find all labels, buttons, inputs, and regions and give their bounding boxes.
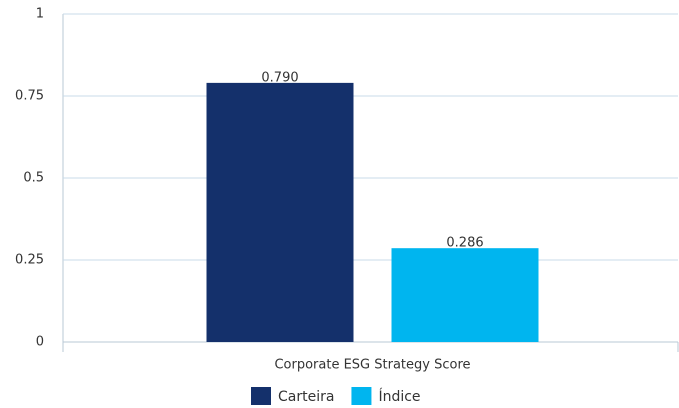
y-tick-label: 0 xyxy=(36,335,44,350)
legend-label: Índice xyxy=(378,388,420,405)
legend-label: Carteira xyxy=(278,389,334,405)
bar xyxy=(206,82,354,342)
y-tick-label: 0.5 xyxy=(23,171,44,186)
bar xyxy=(391,248,539,342)
data-label: 0.790 xyxy=(261,70,298,85)
x-tick-label: Corporate ESG Strategy Score xyxy=(274,358,470,373)
data-label: 0.286 xyxy=(446,236,483,251)
y-tick-label: 1 xyxy=(36,7,44,22)
y-tick-label: 0.75 xyxy=(15,89,44,104)
legend-swatch xyxy=(351,387,372,405)
y-tick-label: 0.25 xyxy=(15,253,44,268)
legend-swatch xyxy=(251,387,271,405)
